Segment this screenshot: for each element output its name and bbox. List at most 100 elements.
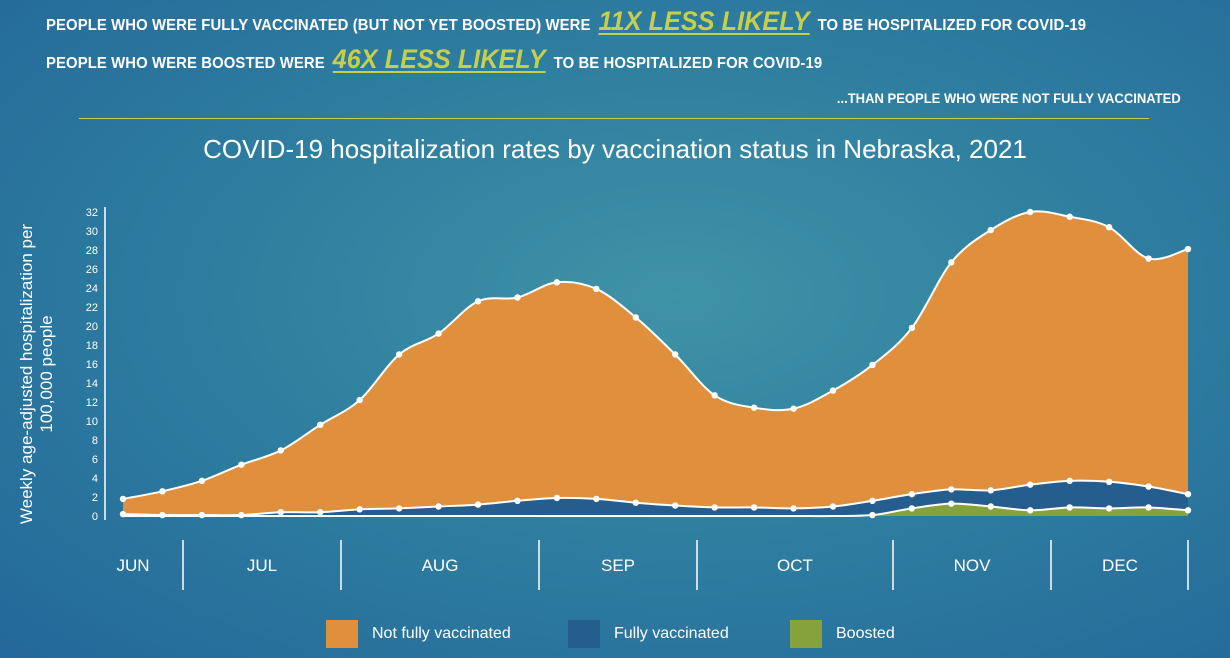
y-tick-label: 0 xyxy=(92,511,98,523)
point-fully-vaccinated xyxy=(1145,483,1152,490)
point-fully-vaccinated xyxy=(435,503,442,510)
point-not-fully-vaccinated xyxy=(553,279,561,286)
point-not-fully-vaccinated xyxy=(948,259,955,266)
month-label-jul: JUL xyxy=(247,556,277,575)
legend-item-boosted: Boosted xyxy=(790,620,895,648)
point-fully-vaccinated xyxy=(159,511,166,519)
point-not-fully-vaccinated xyxy=(790,405,797,412)
legend-swatch-boosted xyxy=(790,620,822,648)
chart-title: COVID-19 hospitalization rates by vaccin… xyxy=(203,134,1027,164)
area-boosted xyxy=(123,503,1188,517)
point-not-fully-vaccinated xyxy=(159,488,166,495)
point-not-fully-vaccinated xyxy=(277,447,284,454)
legend-label-boosted: Boosted xyxy=(836,625,895,642)
point-fully-vaccinated xyxy=(277,509,284,516)
y-tick-label: 28 xyxy=(86,245,98,257)
headline-1-suffix: TO BE HOSPITALIZED FOR COVID-19 xyxy=(817,17,1087,34)
point-fully-vaccinated xyxy=(908,490,916,498)
y-tick-label: 24 xyxy=(86,283,98,295)
y-tick-label: 32 xyxy=(86,207,98,219)
point-not-fully-vaccinated xyxy=(908,324,916,332)
point-not-fully-vaccinated xyxy=(869,361,876,369)
line-not-fully-vaccinated xyxy=(122,210,1189,500)
point-not-fully-vaccinated xyxy=(711,392,718,399)
point-not-fully-vaccinated xyxy=(435,330,442,337)
headline-2-emphasis: 46X LESS LIKELY xyxy=(332,44,546,74)
point-not-fully-vaccinated xyxy=(1145,255,1152,262)
y-tick-label: 6 xyxy=(92,454,98,466)
point-boosted xyxy=(1145,504,1152,511)
y-tick-label: 22 xyxy=(86,302,98,314)
point-not-fully-vaccinated xyxy=(593,285,600,293)
point-fully-vaccinated xyxy=(1105,478,1113,485)
y-tick-label: 2 xyxy=(92,492,98,504)
point-fully-vaccinated xyxy=(790,505,797,512)
point-fully-vaccinated xyxy=(553,494,561,502)
point-not-fully-vaccinated xyxy=(474,298,482,305)
point-boosted xyxy=(1027,507,1034,514)
comparison-note: ...THAN PEOPLE WHO WERE NOT FULLY VACCIN… xyxy=(837,90,1181,106)
y-tick-label: 20 xyxy=(86,321,98,333)
point-fully-vaccinated xyxy=(948,486,955,493)
point-not-fully-vaccinated xyxy=(395,351,403,358)
point-not-fully-vaccinated xyxy=(514,294,521,301)
y-tick-label: 16 xyxy=(86,359,98,371)
legend-swatch-not-fully xyxy=(326,620,358,648)
point-not-fully-vaccinated xyxy=(987,226,994,234)
point-not-fully-vaccinated xyxy=(119,495,127,503)
y-tick-label: 10 xyxy=(86,416,98,428)
month-label-jun: JUN xyxy=(116,556,149,575)
point-fully-vaccinated xyxy=(829,503,837,510)
headline-2-prefix: PEOPLE WHO WERE BOOSTED WERE xyxy=(46,55,325,72)
point-not-fully-vaccinated xyxy=(632,314,639,321)
point-boosted xyxy=(1066,504,1073,511)
month-label-nov: NOV xyxy=(954,556,992,575)
point-boosted xyxy=(1184,507,1192,514)
point-fully-vaccinated xyxy=(356,506,363,513)
point-fully-vaccinated xyxy=(317,509,324,516)
month-label-aug: AUG xyxy=(422,556,459,575)
area-not-fully-vaccinated xyxy=(123,211,1188,516)
point-not-fully-vaccinated xyxy=(1027,208,1034,216)
point-not-fully-vaccinated xyxy=(672,351,679,358)
point-fully-vaccinated xyxy=(1066,477,1073,485)
point-boosted xyxy=(1105,505,1113,512)
month-label-sep: SEP xyxy=(601,556,635,575)
headline-1-prefix: PEOPLE WHO WERE FULLY VACCINATED (BUT NO… xyxy=(46,17,591,34)
headline-2-suffix: TO BE HOSPITALIZED FOR COVID-19 xyxy=(553,55,823,72)
legend-label-fully: Fully vaccinated xyxy=(614,625,729,642)
point-fully-vaccinated xyxy=(514,497,521,504)
divider xyxy=(79,118,1149,119)
point-fully-vaccinated xyxy=(593,495,600,503)
headline-line-1: PEOPLE WHO WERE FULLY VACCINATED (BUT NO… xyxy=(46,6,1086,37)
point-boosted xyxy=(908,505,916,512)
point-boosted xyxy=(948,500,955,507)
point-fully-vaccinated xyxy=(198,511,206,519)
legend-swatch-fully xyxy=(568,620,600,648)
point-fully-vaccinated xyxy=(395,505,403,512)
headline-line-2: PEOPLE WHO WERE BOOSTED WERE 46X LESS LI… xyxy=(46,44,822,75)
y-tick-label: 8 xyxy=(92,435,98,447)
legend-label-not-fully: Not fully vaccinated xyxy=(372,625,511,642)
point-not-fully-vaccinated xyxy=(238,461,245,468)
y-tick-label: 26 xyxy=(86,264,98,276)
y-tick-label: 30 xyxy=(86,226,98,238)
point-fully-vaccinated xyxy=(1184,490,1192,498)
point-not-fully-vaccinated xyxy=(1066,213,1073,220)
point-fully-vaccinated xyxy=(869,497,876,504)
point-not-fully-vaccinated xyxy=(1105,224,1113,231)
legend-item-not-fully-vaccinated: Not fully vaccinated xyxy=(326,620,511,648)
line-fully-vaccinated xyxy=(122,479,1189,517)
point-fully-vaccinated xyxy=(474,501,482,508)
point-fully-vaccinated xyxy=(750,504,758,511)
line-boosted xyxy=(122,502,1189,518)
point-not-fully-vaccinated xyxy=(198,477,206,485)
y-tick-label: 4 xyxy=(92,473,98,485)
y-tick-label: 14 xyxy=(86,378,98,390)
point-fully-vaccinated xyxy=(1027,481,1034,488)
month-label-oct: OCT xyxy=(777,556,813,575)
y-tick-label: 12 xyxy=(86,397,98,409)
point-not-fully-vaccinated xyxy=(829,387,837,394)
point-fully-vaccinated xyxy=(672,502,679,509)
